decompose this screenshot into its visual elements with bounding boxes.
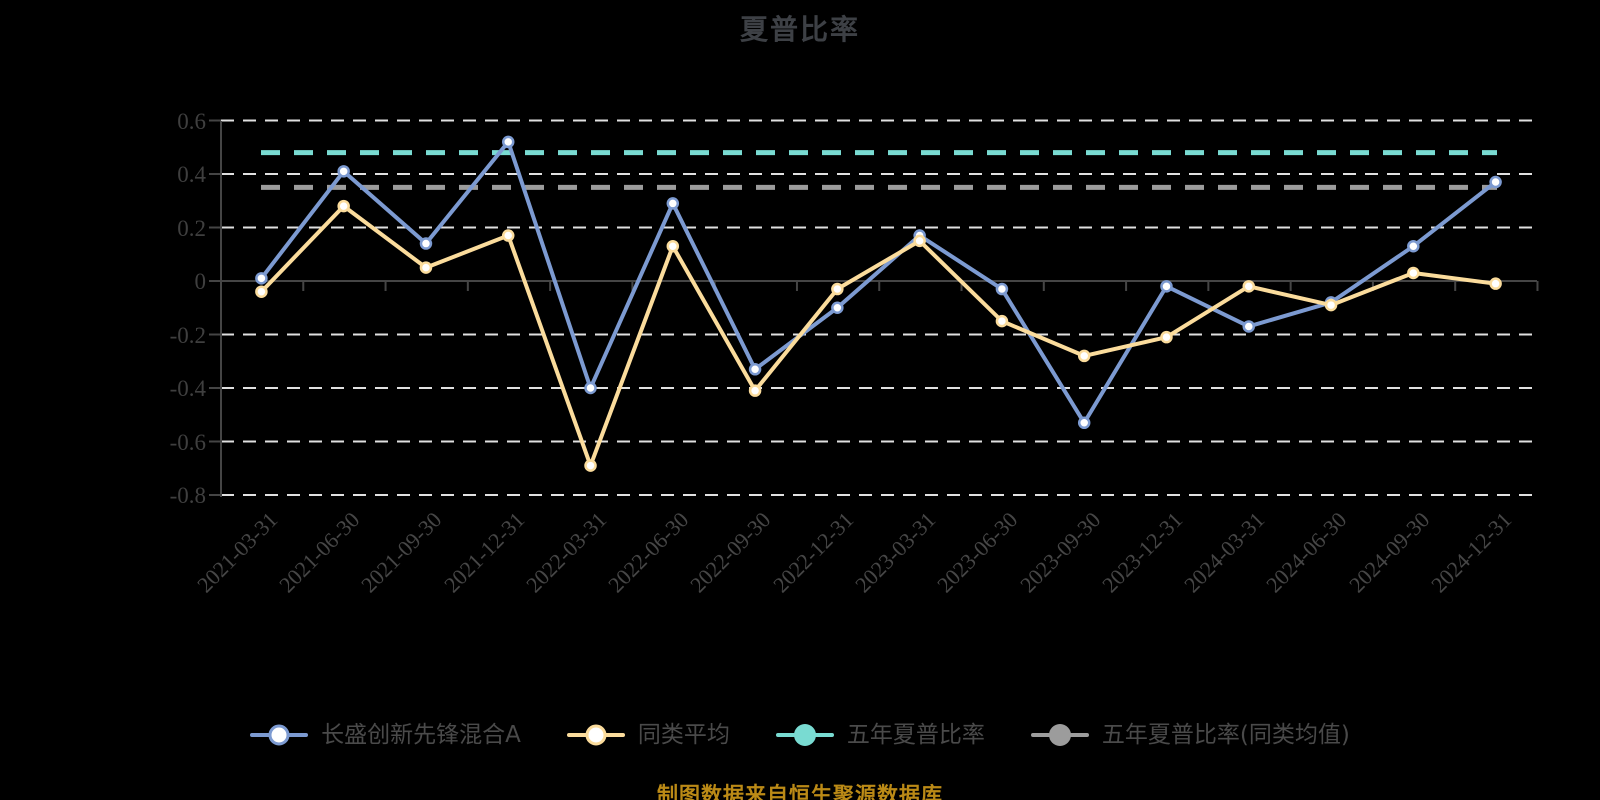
data-point bbox=[1324, 298, 1338, 312]
legend-item-3[interactable]: 五年夏普比率(同类均值) bbox=[1030, 721, 1350, 748]
legend-dot bbox=[585, 724, 607, 746]
data-point bbox=[666, 239, 680, 253]
legend-line-marker-icon bbox=[775, 722, 834, 748]
chart-title: 夏普比率 bbox=[739, 13, 860, 46]
x-axis-label: 2024-03-31 bbox=[1179, 507, 1270, 598]
legend-label: 同类平均 bbox=[637, 721, 730, 748]
data-point bbox=[831, 301, 844, 314]
x-axis-label: 2023-06-30 bbox=[932, 507, 1023, 598]
source-note: 制图数据来自恒生聚源数据库 bbox=[657, 783, 943, 800]
x-axis-label: 2022-03-31 bbox=[520, 507, 612, 598]
data-point bbox=[666, 197, 680, 210]
data-point bbox=[501, 229, 515, 242]
x-axis-label: 2022-06-30 bbox=[603, 507, 694, 598]
data-point bbox=[995, 282, 1009, 296]
legend-line-marker-icon bbox=[1030, 722, 1089, 748]
data-point bbox=[1077, 349, 1091, 363]
legend-line-marker-icon bbox=[250, 722, 309, 748]
legend-dot bbox=[268, 724, 290, 746]
data-point bbox=[1489, 175, 1502, 189]
data-point bbox=[1489, 277, 1502, 290]
y-axis-label: -0.8 bbox=[169, 483, 206, 508]
legend-label: 五年夏普比率 bbox=[846, 721, 985, 748]
y-axis-label: 0.6 bbox=[177, 108, 206, 134]
legend-line-marker-icon bbox=[566, 722, 625, 748]
x-axis-label: 2021-09-30 bbox=[356, 507, 447, 598]
data-point bbox=[1077, 416, 1091, 430]
data-point bbox=[1160, 280, 1173, 293]
x-axis-label: 2021-12-31 bbox=[438, 507, 529, 598]
data-point bbox=[584, 459, 597, 472]
data-point bbox=[255, 285, 268, 298]
y-axis-label: 0.4 bbox=[177, 162, 206, 187]
x-axis-label: 2024-06-30 bbox=[1261, 507, 1352, 598]
x-axis-label: 2023-03-31 bbox=[850, 507, 941, 598]
data-point bbox=[255, 272, 268, 285]
data-point bbox=[1160, 330, 1173, 344]
series-line-1 bbox=[259, 204, 1498, 468]
data-point bbox=[831, 282, 844, 296]
data-point bbox=[748, 363, 762, 376]
data-point bbox=[913, 234, 926, 248]
data-point bbox=[1242, 280, 1256, 293]
data-point bbox=[501, 135, 515, 149]
data-point bbox=[337, 199, 350, 213]
x-axis-label: 2021-03-31 bbox=[191, 507, 283, 598]
legend-dot bbox=[1048, 724, 1071, 746]
data-point bbox=[1242, 320, 1256, 333]
x-axis-label: 2021-06-30 bbox=[274, 507, 365, 598]
legend-item-2[interactable]: 五年夏普比率 bbox=[775, 721, 985, 748]
x-axis-label: 2022-12-31 bbox=[767, 507, 859, 598]
x-axis-label: 2024-12-31 bbox=[1426, 507, 1517, 598]
x-axis-label: 2024-09-30 bbox=[1343, 507, 1435, 598]
y-axis-label: 0 bbox=[194, 269, 207, 294]
legend-label: 五年夏普比率(同类均值) bbox=[1101, 721, 1350, 748]
y-axis-label: -0.6 bbox=[169, 429, 206, 455]
legend-dot bbox=[793, 724, 816, 746]
data-point bbox=[337, 165, 350, 178]
data-point bbox=[748, 384, 762, 397]
data-point bbox=[1407, 266, 1420, 280]
y-axis-label: 0.2 bbox=[177, 215, 206, 241]
data-point bbox=[419, 237, 433, 250]
data-point bbox=[995, 314, 1009, 328]
data-point bbox=[419, 261, 433, 274]
series-line-0 bbox=[259, 139, 1498, 425]
legend-label: 长盛创新先锋混合A bbox=[321, 721, 521, 748]
x-axis-label: 2022-09-30 bbox=[685, 507, 776, 598]
legend: 长盛创新先锋混合A 同类平均 五年夏普比率 五年夏普比率(同类均值) bbox=[0, 722, 1600, 748]
y-axis-label: -0.2 bbox=[169, 322, 206, 348]
x-axis-label: 2023-12-31 bbox=[1096, 507, 1188, 598]
data-point bbox=[1407, 239, 1420, 253]
legend-item-0[interactable]: 长盛创新先锋混合A bbox=[250, 722, 521, 748]
x-axis-label: 2023-09-30 bbox=[1014, 507, 1105, 598]
legend-item-1[interactable]: 同类平均 bbox=[566, 721, 730, 748]
data-point bbox=[584, 381, 597, 395]
y-axis-label: -0.4 bbox=[169, 376, 206, 401]
